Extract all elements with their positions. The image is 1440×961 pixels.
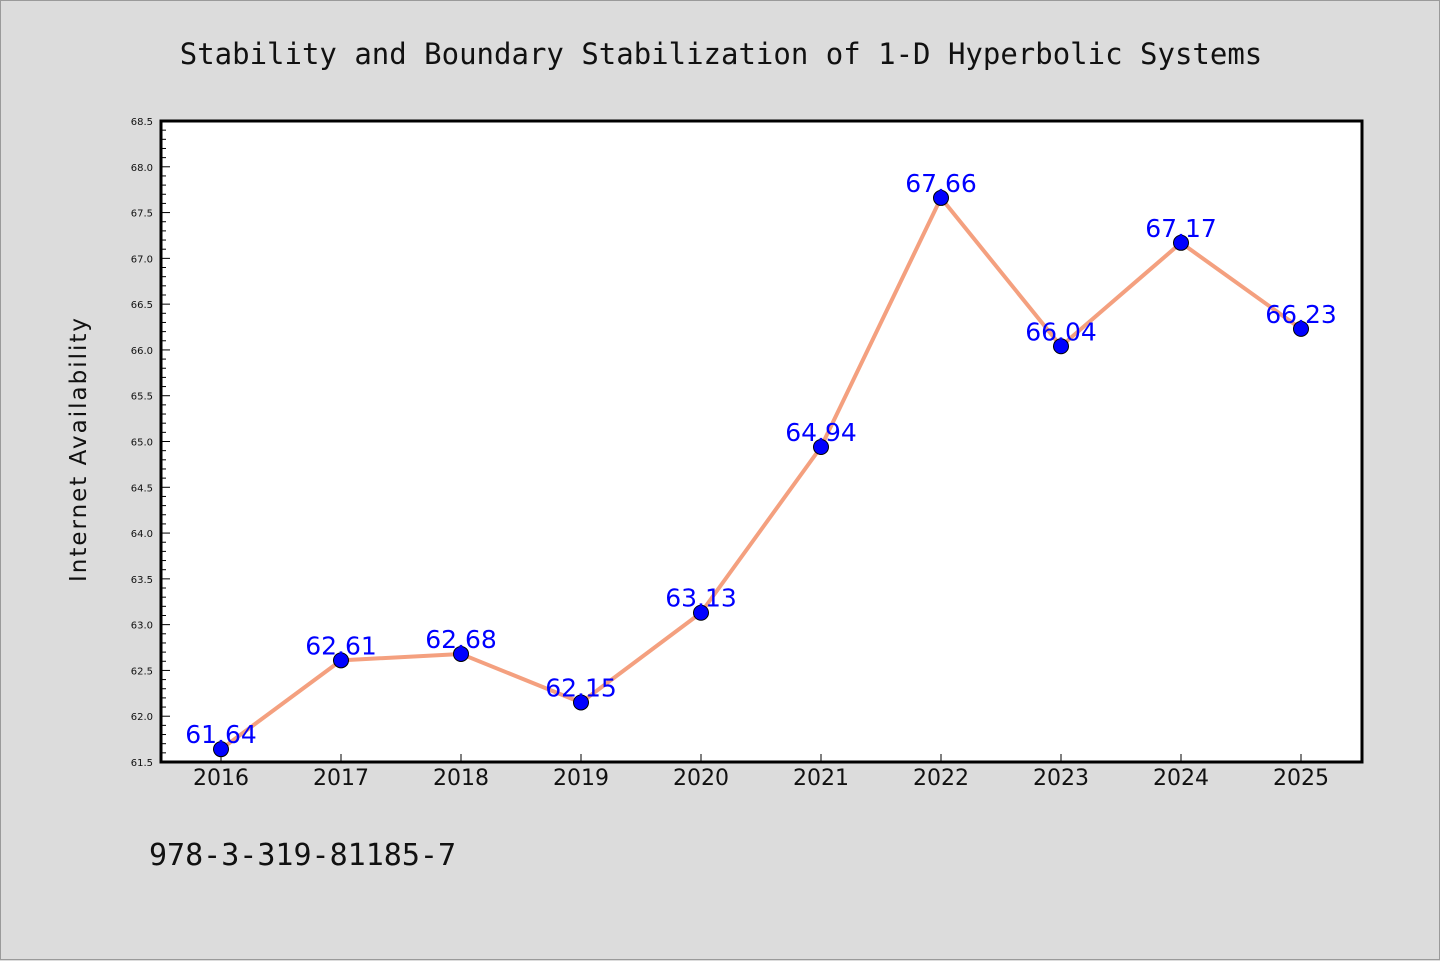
y-tick-label: 67.0 (131, 254, 153, 265)
y-axis-label: Internet Availability (66, 316, 92, 582)
x-tick-label: 2017 (313, 766, 369, 791)
x-tick-label: 2019 (553, 766, 609, 791)
x-tick-label: 2024 (1153, 766, 1209, 791)
y-tick-label: 62.0 (131, 712, 153, 723)
data-label: 66.23 (1265, 300, 1337, 329)
y-tick-label: 63.0 (131, 621, 153, 632)
data-label: 63.13 (665, 584, 737, 613)
series-line (219, 195, 1303, 752)
data-point (1293, 320, 1309, 337)
plot-area (159, 119, 1364, 764)
x-axis-ticks: 2016 2017 2018 2019 2020 2021 2022 2023 2024 2025 (193, 754, 1329, 791)
y-tick-label: 64.5 (131, 483, 153, 494)
data-point (333, 652, 349, 669)
data-point (573, 694, 589, 711)
y-tick-label: 67.5 (131, 209, 153, 220)
data-label: 62.61 (305, 631, 377, 660)
y-tick-label: 65.5 (131, 392, 153, 403)
data-label: 62.15 (545, 673, 617, 702)
data-label: 62.68 (425, 625, 497, 654)
data-point (1173, 234, 1189, 251)
y-tick-label: 66.0 (131, 346, 153, 357)
data-label: 67.66 (905, 169, 977, 198)
data-point (213, 741, 229, 758)
series-line-group (219, 195, 1303, 752)
x-tick-label: 2023 (1033, 766, 1089, 791)
data-point (1053, 338, 1069, 355)
data-label: 66.04 (1025, 317, 1097, 346)
data-point (453, 645, 469, 662)
y-tick-label: 61.5 (131, 758, 153, 769)
y-tick-label: 64.0 (131, 529, 153, 540)
data-point (813, 438, 829, 455)
y-tick-label: 62.5 (131, 666, 153, 677)
data-label: 64.94 (785, 418, 857, 447)
y-tick-label: 68.0 (131, 163, 153, 174)
data-label: 61.64 (185, 720, 257, 749)
y-tick-label: 68.5 (131, 117, 153, 128)
marker-group (213, 189, 1309, 758)
data-point (693, 604, 709, 621)
x-tick-label: 2016 (193, 766, 249, 791)
data-label: 67.17 (1145, 214, 1217, 243)
data-label-group: 61.64 62.61 62.68 62.15 63.13 64.94 67.66 66.04… (185, 169, 1337, 749)
x-tick-label: 2018 (433, 766, 489, 791)
y-tick-label: 66.5 (131, 300, 153, 311)
isbn-text: 978-3-319-81185-7 (149, 838, 456, 873)
x-tick-label: 2020 (673, 766, 729, 791)
data-point (933, 189, 949, 206)
y-tick-label: 63.5 (131, 575, 153, 586)
y-tick-label: 65.0 (131, 438, 153, 449)
x-tick-label: 2021 (793, 766, 849, 791)
y-axis-ticks: 61.5 62.0 62.5 63.0 63.5 64.0 64.5 65.0 65.5 66.0… (131, 117, 170, 769)
x-tick-label: 2025 (1273, 766, 1329, 791)
x-tick-label: 2022 (913, 766, 969, 791)
chart-title: Stability and Boundary Stabilization of … (180, 37, 1263, 71)
